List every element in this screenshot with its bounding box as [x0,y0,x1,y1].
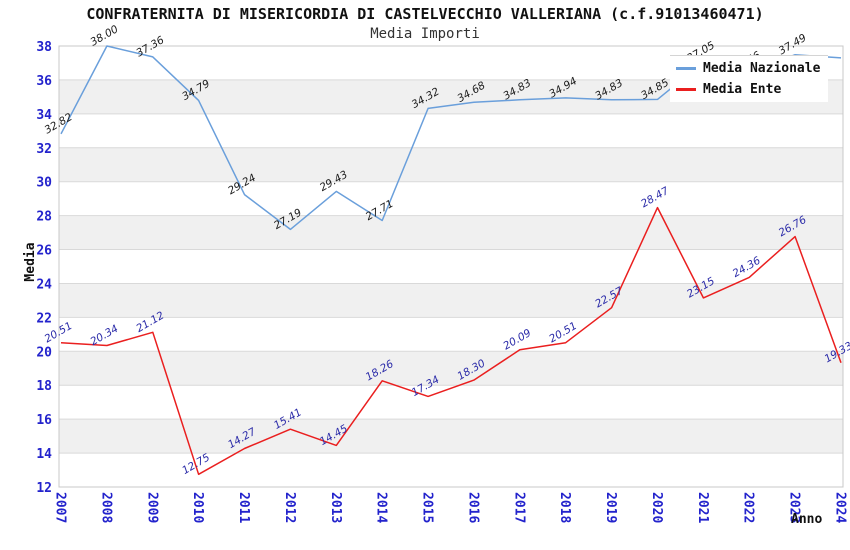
x-tick-label: 2018 [557,492,572,523]
y-tick-label: 38 [36,40,52,55]
plot-band [59,317,843,352]
plot-band [59,249,843,284]
y-tick-label: 36 [36,74,52,89]
series-line-media-ente [60,206,842,476]
x-tick-label: 2021 [695,492,710,523]
legend-label: Media Ente [703,82,782,98]
y-tick-label: 16 [36,413,52,428]
y-tick-label: 28 [36,210,52,225]
plot-band [59,283,843,318]
y-tick-label: 34 [36,108,52,123]
legend-item-media-ente: Media Ente [676,80,828,100]
x-tick-label: 2024 [833,492,848,523]
x-tick-label: 2007 [53,492,68,523]
chart-subtitle: Media Importi [370,26,480,42]
x-tick-label: 2023 [787,492,802,523]
y-tick-label: 12 [36,481,52,496]
plot-band [59,215,843,250]
x-tick-label: 2013 [328,492,343,523]
y-axis-title: Media [23,242,38,282]
data-label: 38.00 [88,23,120,49]
y-tick-label: 24 [36,277,52,292]
x-axis-title: Anno [791,512,823,527]
x-tick-label: 2016 [465,492,480,523]
plot-band [59,181,843,216]
plot-band [59,113,843,148]
plot-band [59,453,843,487]
x-tick-label: 2015 [420,492,435,523]
legend-swatch-blue-line-icon [676,66,696,70]
x-tick-label: 2010 [190,492,205,523]
x-tick-label: 2012 [282,492,297,523]
x-tick-label: 2008 [98,492,113,523]
y-tick-label: 18 [36,379,52,394]
plot-band [59,147,843,182]
x-tick-label: 2022 [741,492,756,523]
legend-swatch-red-line-icon [676,88,696,92]
x-tick-label: 2009 [144,492,159,523]
x-tick-label: 2020 [649,492,664,523]
y-tick-label: 30 [36,176,52,191]
x-tick-label: 2019 [603,492,618,523]
y-tick-label: 22 [36,311,52,326]
x-tick-label: 2014 [374,492,389,523]
legend-item-media-nazionale: Media Nazionale [676,58,828,78]
x-tick-label: 2011 [236,492,251,523]
plot-band [59,351,843,386]
y-tick-label: 32 [36,142,52,157]
plot-band [59,385,843,420]
plot-border [58,45,844,488]
plot-band [59,419,843,454]
y-tick-label: 20 [36,345,52,360]
y-tick-label: 26 [36,244,52,259]
legend-label: Media Nazionale [703,60,821,76]
legend: Media Nazionale Media Ente [670,55,828,102]
y-tick-label: 14 [36,447,52,462]
x-tick-label: 2017 [511,492,526,523]
chart-title: CONFRATERNITA DI MISERICORDIA DI CASTELV… [86,5,764,23]
